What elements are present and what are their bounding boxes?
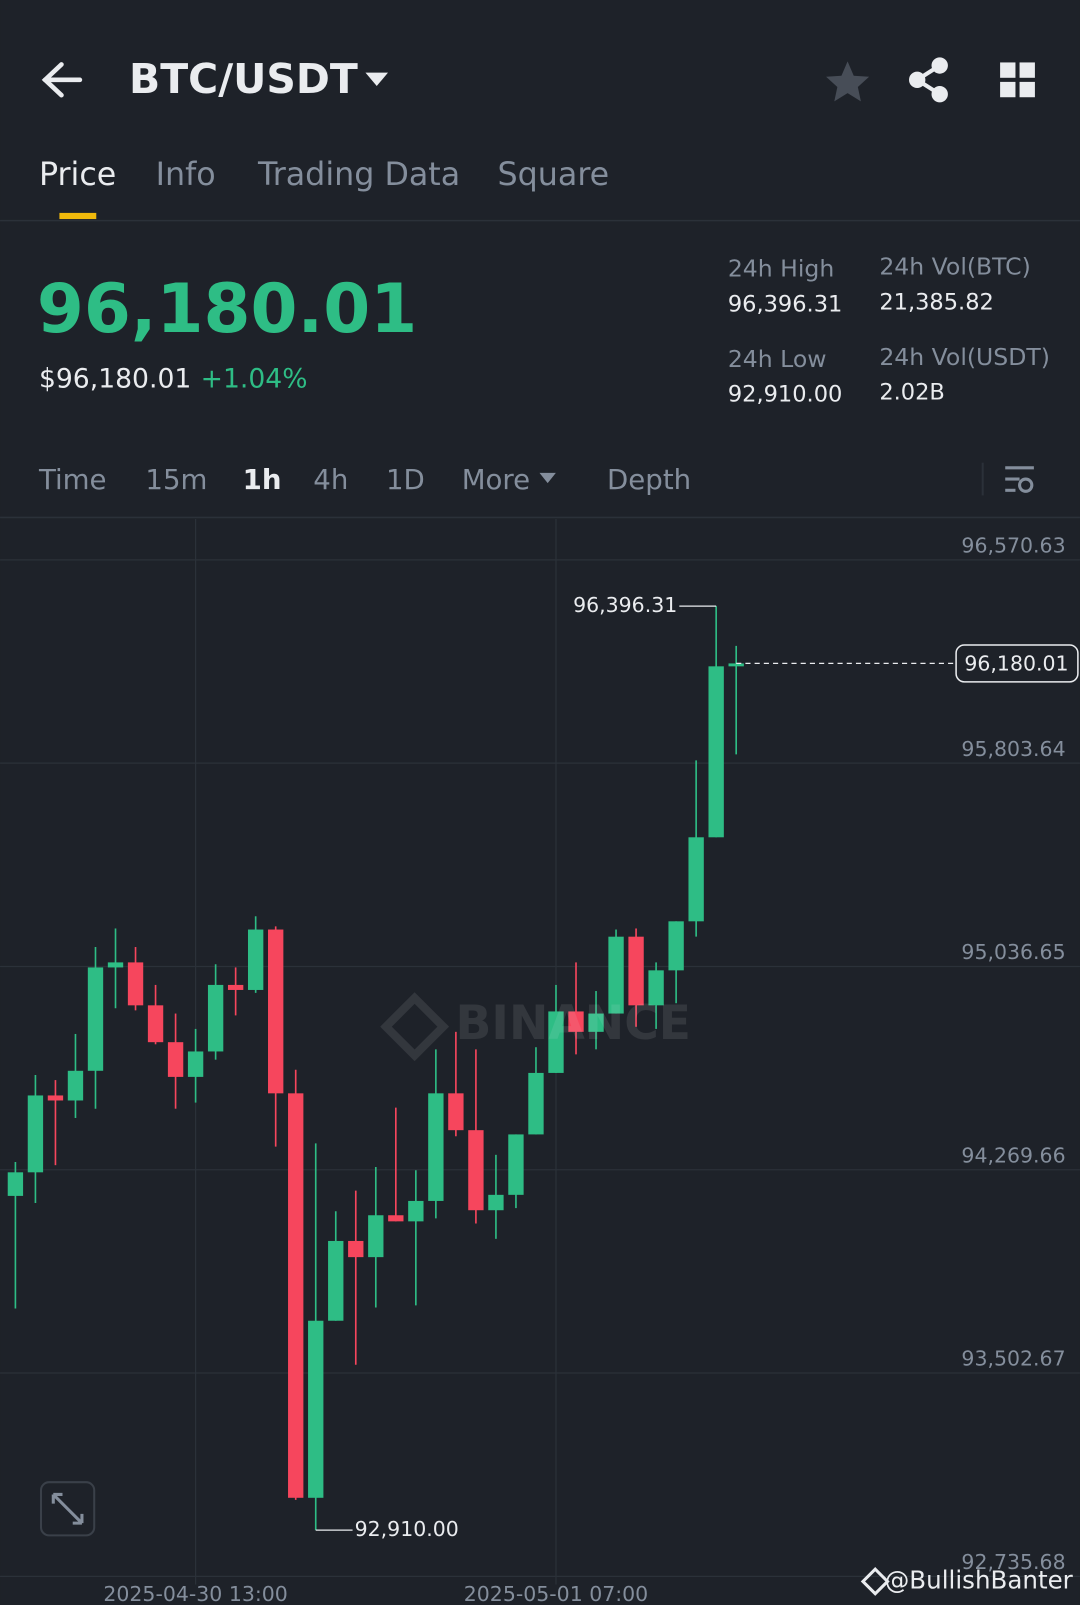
candle-body xyxy=(488,1194,504,1211)
tab[interactable]: Trading Data xyxy=(257,157,460,193)
x-tick-label: 2025-04-30 13:00 xyxy=(103,1582,287,1605)
tab[interactable]: Square xyxy=(498,157,610,193)
candle-body xyxy=(408,1200,424,1222)
y-tick-label: 94,269.66 xyxy=(961,1143,1065,1167)
credit-logo xyxy=(860,1567,890,1596)
candle-body xyxy=(308,1320,324,1498)
candle-body xyxy=(548,1011,564,1073)
candle-body xyxy=(428,1093,444,1201)
candle-body xyxy=(247,929,264,990)
chart-settings[interactable] xyxy=(1005,466,1034,493)
x-tick-label: 2025-05-01 07:00 xyxy=(464,1582,648,1605)
interval[interactable]: Time xyxy=(38,463,107,496)
candle-body xyxy=(628,936,644,1006)
watermark: BINANCE xyxy=(380,992,691,1062)
stat-label: 24h High xyxy=(728,255,834,283)
candle-body xyxy=(147,1005,164,1043)
candle-body xyxy=(107,962,124,968)
candle-body xyxy=(127,962,144,1006)
y-tick-label: 92,735.68 xyxy=(961,1550,1065,1574)
interval[interactable]: More xyxy=(462,463,530,496)
price-change: +1.04% xyxy=(201,363,308,394)
candlestick-chart: 92,735.68 93,502.67 94,269.66 95,036.65 95,8… xyxy=(0,518,1080,1605)
candle-body xyxy=(268,929,284,1094)
candle-body xyxy=(728,663,744,667)
candle-body xyxy=(27,1095,44,1173)
expand-button[interactable] xyxy=(39,1481,96,1537)
pair-dropdown[interactable] xyxy=(365,72,388,86)
candle-body xyxy=(328,1240,344,1321)
interval[interactable]: 1D xyxy=(386,463,425,496)
candle-body xyxy=(368,1215,384,1258)
candle-body xyxy=(588,1013,604,1032)
interval[interactable]: 15m xyxy=(145,463,207,496)
y-tick-label: 95,036.65 xyxy=(961,940,1065,964)
last-price-box xyxy=(955,644,1079,683)
interval[interactable]: Depth xyxy=(607,463,691,496)
candle-body xyxy=(288,1093,304,1498)
high-marker-label: 96,396.31 xyxy=(573,593,677,617)
favorite-star[interactable] xyxy=(826,61,870,102)
share-button[interactable] xyxy=(909,57,948,103)
candle-body xyxy=(468,1130,484,1211)
stat-value: 21,385.82 xyxy=(879,289,994,315)
more-dropdown[interactable] xyxy=(539,472,556,484)
stat-label: 24h Vol(USDT) xyxy=(879,343,1050,371)
tab[interactable]: Info xyxy=(156,157,216,193)
candle-body xyxy=(528,1072,544,1135)
stat-value: 96,396.31 xyxy=(728,292,843,318)
candle-body xyxy=(7,1172,24,1196)
candle-body xyxy=(688,837,704,922)
candle-body xyxy=(608,936,624,1014)
candle-body xyxy=(187,1051,204,1077)
stat-value: 92,910.00 xyxy=(728,382,843,408)
last-price: 96,180.01 xyxy=(37,269,417,348)
candle-body xyxy=(348,1240,364,1258)
candle-body xyxy=(568,1011,584,1032)
candle-body xyxy=(167,1042,184,1077)
stat-label: 24h Low xyxy=(728,345,827,373)
layout-button[interactable] xyxy=(1000,62,1035,98)
candle-body xyxy=(388,1215,404,1222)
candle-body xyxy=(67,1070,84,1101)
stat-label: 24h Vol(BTC) xyxy=(879,253,1030,281)
candle-body xyxy=(508,1134,524,1195)
tab-indicator xyxy=(59,212,97,220)
y-tick-label: 96,570.63 xyxy=(961,534,1065,558)
candle-body xyxy=(668,921,684,971)
low-marker-label: 92,910.00 xyxy=(355,1517,459,1541)
credit-text: @BullishBanter xyxy=(885,1565,1074,1594)
interval[interactable]: 4h xyxy=(313,463,348,496)
candle-body xyxy=(648,970,664,1006)
y-tick-label: 95,803.64 xyxy=(961,737,1065,761)
stat-value: 2.02B xyxy=(879,380,945,406)
candle-body xyxy=(87,967,104,1071)
fiat-price: $96,180.01 xyxy=(39,363,191,394)
back-button[interactable] xyxy=(41,62,83,98)
watermark-text: BINANCE xyxy=(456,996,691,1051)
candle-body xyxy=(227,984,244,990)
pair-title[interactable]: BTC/USDT xyxy=(129,55,358,103)
tab[interactable]: Price xyxy=(39,157,116,193)
candle-body xyxy=(47,1095,64,1101)
y-tick-label: 93,502.67 xyxy=(961,1347,1065,1371)
candle-body xyxy=(708,666,724,838)
last-price-label: 96,180.01 xyxy=(964,651,1068,675)
interval[interactable]: 1h xyxy=(243,463,282,496)
candle-body xyxy=(448,1093,464,1131)
candle-body xyxy=(207,984,224,1052)
